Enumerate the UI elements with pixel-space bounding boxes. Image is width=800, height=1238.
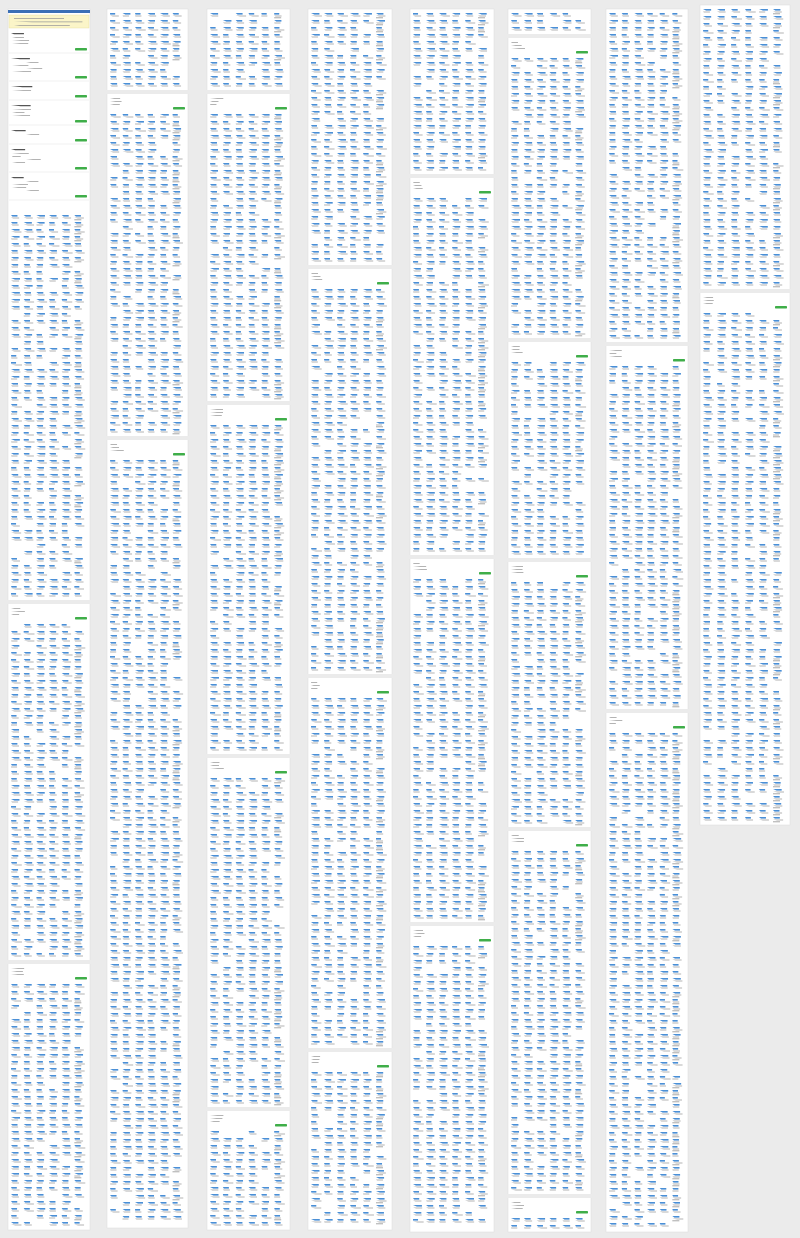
- green-button: [479, 191, 491, 194]
- green-button: [775, 306, 787, 309]
- link-marks: [110, 13, 182, 1218]
- green-button: [479, 572, 491, 575]
- page-panel: [409, 8, 495, 1233]
- green-button: [75, 139, 87, 142]
- green-button: [75, 167, 87, 170]
- section-gap: [206, 1107, 291, 1111]
- section-gap: [7, 600, 91, 604]
- section-gap: [409, 555, 495, 559]
- page-panel: [699, 4, 791, 826]
- section-gap: [507, 34, 592, 38]
- text-marks: [210, 15, 286, 1226]
- section-gap: [605, 709, 689, 713]
- green-button: [275, 1124, 287, 1127]
- green-button: [576, 575, 588, 578]
- section-gap: [409, 922, 495, 926]
- green-button: [173, 107, 185, 110]
- green-button: [576, 1211, 588, 1214]
- green-button: [576, 355, 588, 358]
- section-gap: [507, 338, 592, 342]
- green-button: [75, 76, 87, 79]
- green-button: [673, 726, 685, 729]
- heading-marks: [11, 33, 33, 179]
- section-gap: [409, 174, 495, 178]
- green-button: [275, 107, 287, 110]
- green-button: [479, 939, 491, 942]
- green-button: [75, 120, 87, 123]
- green-button: [75, 48, 87, 51]
- section-gap: [307, 265, 393, 269]
- green-button: [275, 771, 287, 774]
- green-button: [75, 95, 87, 98]
- green-button: [377, 691, 389, 694]
- section-gap: [106, 90, 189, 94]
- link-marks: [609, 13, 682, 1225]
- section-gap: [507, 1194, 592, 1198]
- section-gap: [206, 90, 291, 94]
- section-gap: [7, 960, 91, 964]
- text-marks: [609, 15, 684, 1227]
- green-button: [173, 453, 185, 456]
- green-button: [75, 617, 87, 620]
- section-gap: [605, 342, 689, 346]
- section-gap: [206, 401, 291, 405]
- green-button: [576, 51, 588, 54]
- green-button: [377, 1065, 389, 1068]
- green-button: [377, 282, 389, 285]
- text-marks: [311, 15, 387, 1225]
- green-button: [275, 418, 287, 421]
- section-gap: [507, 558, 592, 562]
- green-button: [75, 977, 87, 980]
- section-gap: [307, 1048, 393, 1052]
- section-gap: [699, 289, 791, 293]
- section-gap: [206, 754, 291, 758]
- green-button: [75, 195, 87, 198]
- page-panel: [307, 8, 393, 1231]
- green-button: [673, 359, 685, 362]
- section-gap: [106, 436, 189, 440]
- link-marks: [11, 215, 84, 1224]
- green-button: [576, 844, 588, 847]
- header-bar: [8, 10, 90, 13]
- section-gap: [307, 674, 393, 678]
- section-gap: [507, 827, 592, 831]
